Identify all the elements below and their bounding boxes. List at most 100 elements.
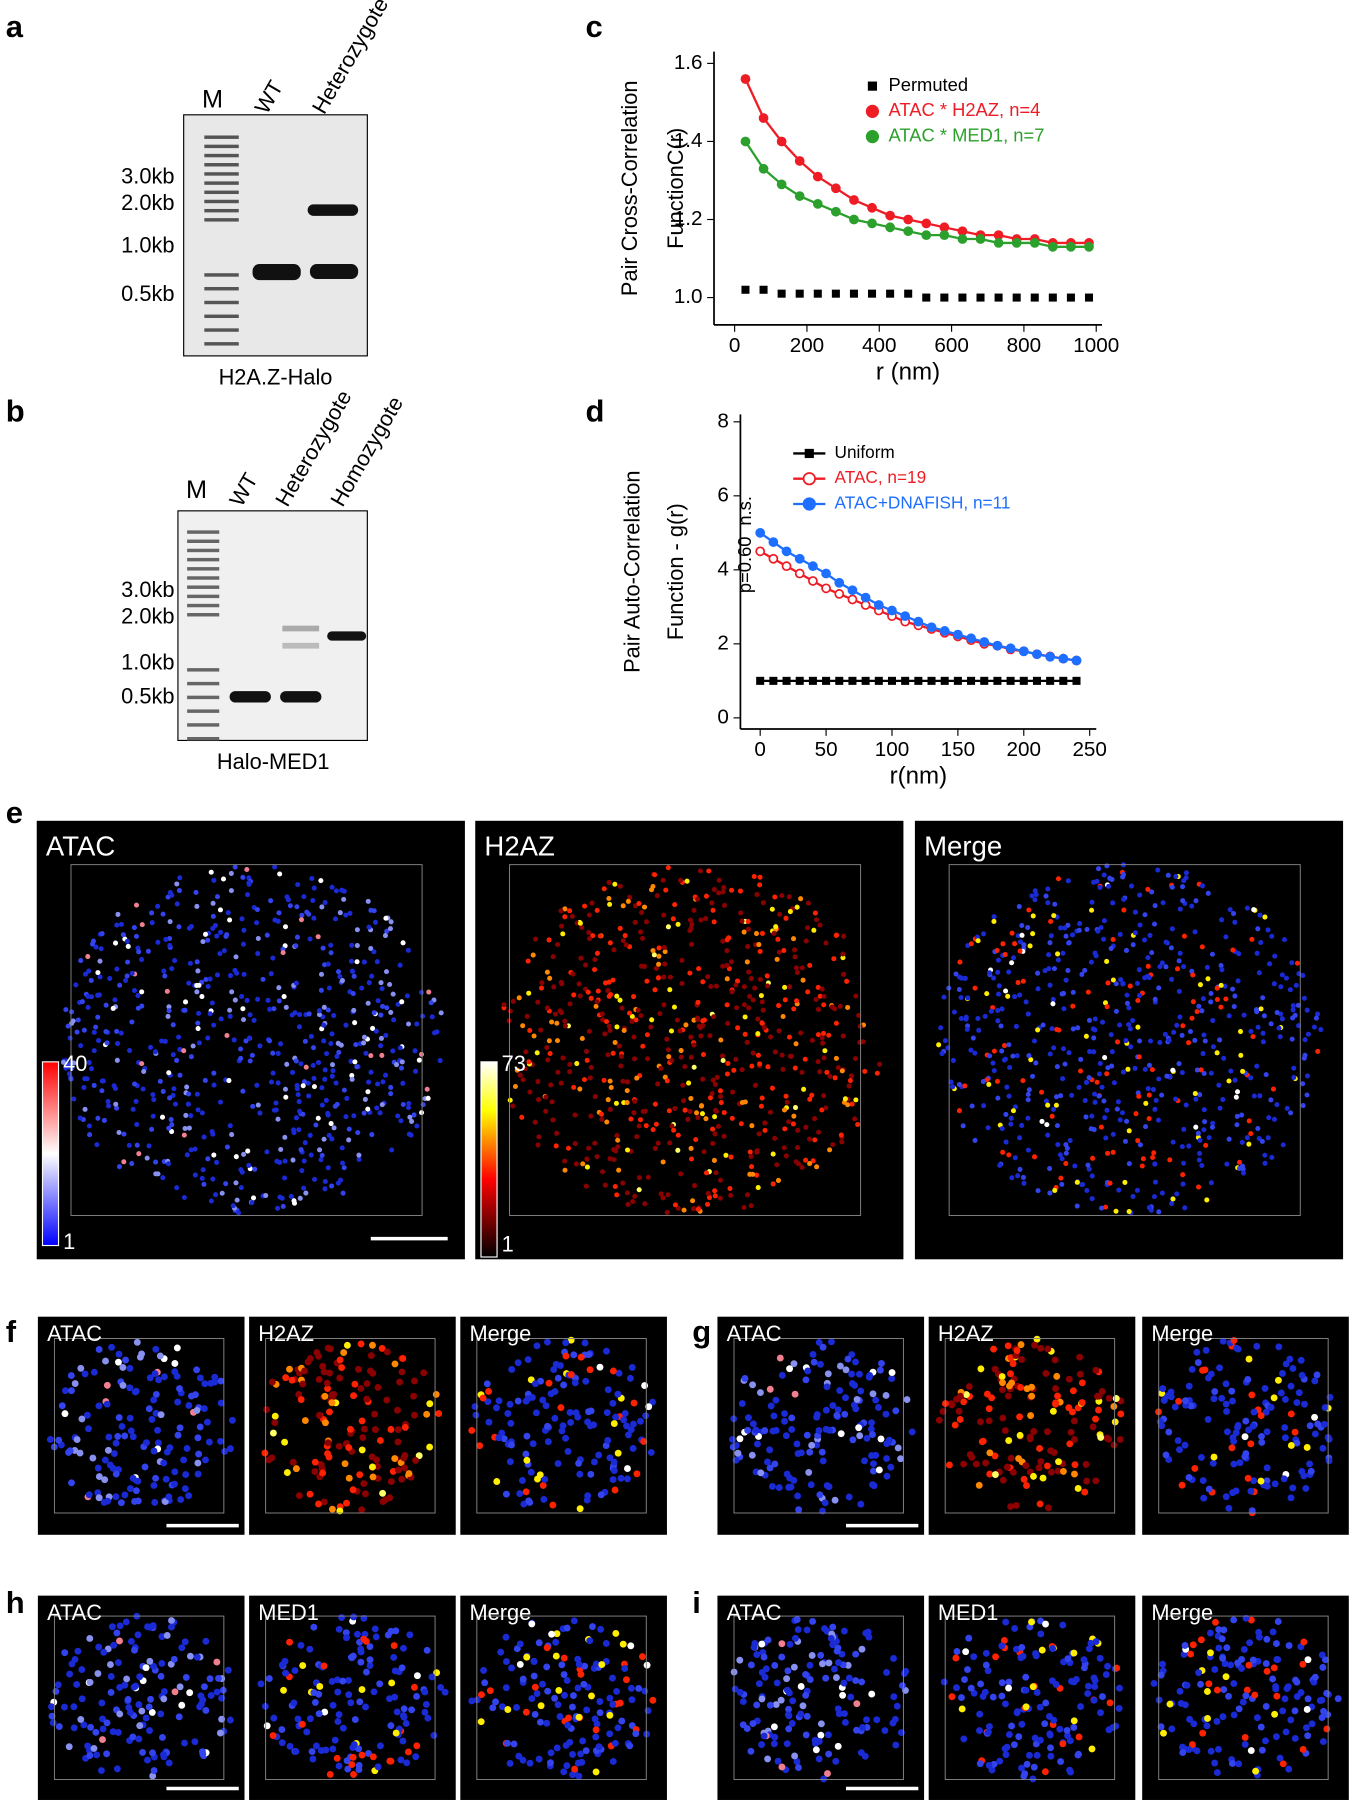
dot <box>395 1001 401 1007</box>
dot <box>778 1640 786 1648</box>
dot <box>394 1466 402 1474</box>
dot <box>1210 1044 1216 1050</box>
dot <box>160 911 166 917</box>
dot <box>1007 1503 1015 1511</box>
points-cloud <box>60 864 444 1216</box>
dot <box>577 1353 585 1361</box>
dot <box>1268 1097 1274 1103</box>
dot <box>804 1367 812 1375</box>
dot <box>735 1025 741 1031</box>
dot <box>1152 1179 1159 1185</box>
dot <box>384 1005 390 1011</box>
dot <box>105 1433 113 1441</box>
point <box>835 676 844 685</box>
point <box>1019 676 1028 685</box>
dot <box>527 1027 533 1034</box>
dot <box>856 1370 863 1378</box>
dot <box>269 1732 277 1739</box>
dot <box>694 1110 700 1116</box>
dot <box>588 1064 594 1070</box>
dot <box>268 1378 276 1386</box>
dot <box>1054 1392 1061 1400</box>
dot <box>530 1658 538 1666</box>
dot <box>127 1427 135 1435</box>
dot <box>306 1715 314 1723</box>
dot <box>1275 1343 1283 1351</box>
dot <box>1155 867 1161 873</box>
dot <box>841 1710 848 1718</box>
dot <box>738 1121 744 1127</box>
dot <box>794 1450 802 1458</box>
dot <box>328 1121 334 1127</box>
dot <box>698 1103 704 1109</box>
dot <box>418 989 425 995</box>
dot <box>781 1107 788 1113</box>
dot <box>1203 1722 1211 1730</box>
dot <box>76 1449 84 1457</box>
dot <box>1152 996 1158 1002</box>
dot <box>523 1432 531 1440</box>
dot <box>374 1463 381 1470</box>
dot <box>1105 1150 1111 1156</box>
dot <box>845 1102 851 1108</box>
point <box>794 191 805 201</box>
point <box>1032 649 1042 660</box>
legend-label: Permuted <box>888 74 968 95</box>
dot <box>1067 1138 1073 1144</box>
dot <box>995 1007 1001 1014</box>
dot <box>752 985 758 991</box>
dot <box>609 1476 617 1484</box>
dot <box>441 1688 449 1696</box>
dot <box>734 1005 740 1011</box>
dot <box>238 1167 244 1173</box>
dot <box>571 992 577 998</box>
dot <box>1074 1485 1082 1492</box>
dot <box>81 1027 87 1033</box>
dot <box>400 940 406 946</box>
dot <box>211 1152 217 1158</box>
size-label: 1.0kb <box>121 649 174 674</box>
dot <box>1115 1704 1123 1712</box>
dot <box>604 1119 610 1125</box>
dot <box>595 988 601 994</box>
bounding-box <box>944 1338 1116 1514</box>
dot <box>181 1739 188 1747</box>
dot <box>1236 1459 1244 1467</box>
dot <box>1137 1142 1143 1148</box>
dot <box>1267 1403 1275 1411</box>
dot <box>68 1387 75 1395</box>
dot <box>691 1042 697 1048</box>
dot <box>970 1653 978 1661</box>
ladder <box>204 135 239 346</box>
x-tick-label: 1000 <box>1073 334 1119 357</box>
dot <box>1135 1024 1141 1030</box>
dot <box>641 963 648 969</box>
dot <box>1222 1493 1230 1501</box>
dot <box>1072 1163 1078 1169</box>
dot <box>1124 1000 1130 1006</box>
dot <box>985 1761 993 1769</box>
dot <box>705 1190 711 1197</box>
dot <box>672 902 678 908</box>
dot <box>349 1072 355 1079</box>
dot <box>586 1422 594 1430</box>
dot <box>699 1111 705 1117</box>
dot <box>157 1710 165 1718</box>
annotation: n.s. <box>734 496 755 526</box>
dot <box>592 1726 600 1734</box>
dot <box>1207 1370 1215 1378</box>
point <box>795 289 804 298</box>
dot <box>257 1043 263 1049</box>
dot <box>1047 1468 1055 1476</box>
dot <box>792 1105 799 1111</box>
dot <box>570 971 576 977</box>
dot <box>832 1075 838 1081</box>
dot <box>346 1126 352 1132</box>
dot <box>133 933 139 939</box>
ladder-band <box>187 668 220 672</box>
dot <box>783 1675 791 1683</box>
dot <box>1218 1394 1226 1402</box>
dot <box>757 976 763 982</box>
dot <box>964 1026 970 1032</box>
dot <box>576 1505 584 1513</box>
